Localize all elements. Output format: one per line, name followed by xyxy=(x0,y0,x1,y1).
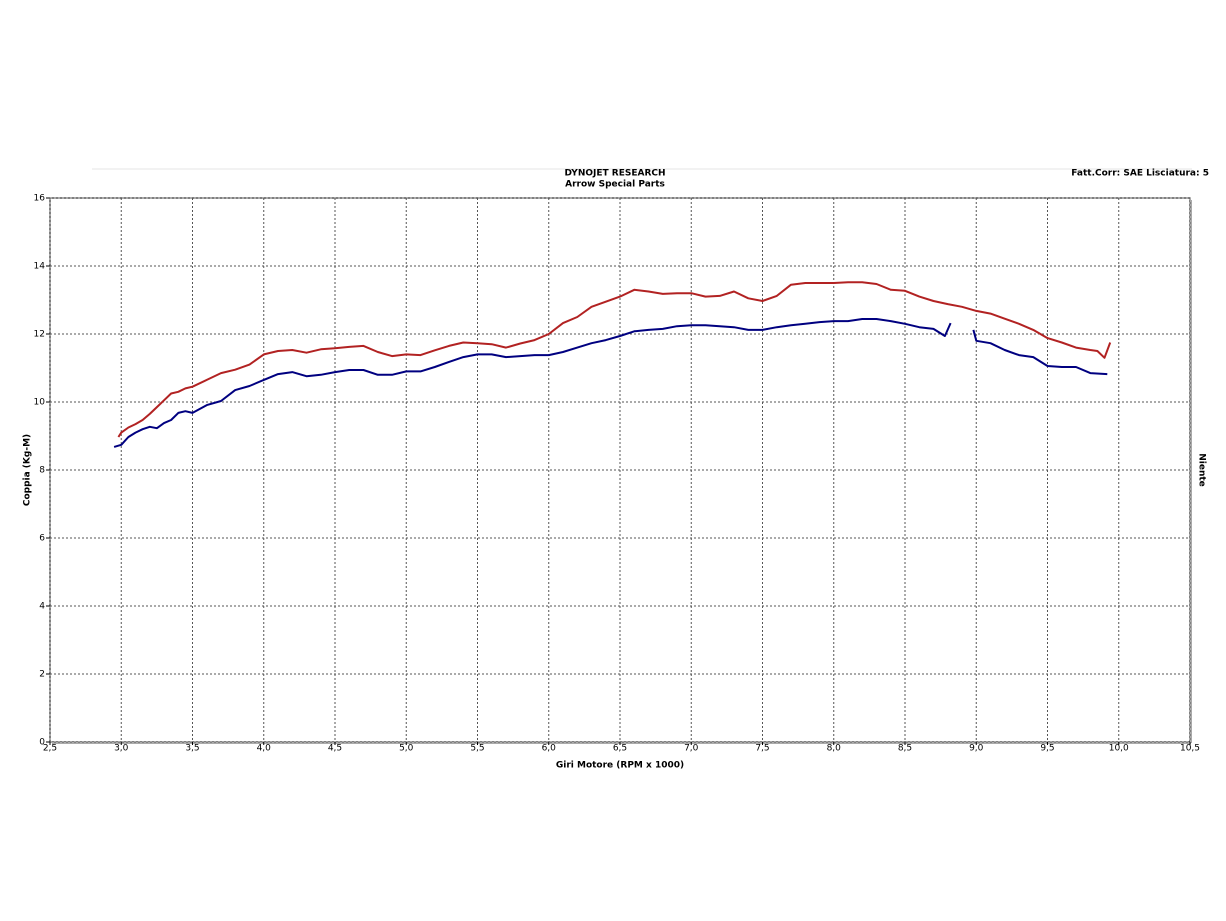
x-tick-label: 9,5 xyxy=(1040,744,1054,754)
series-line xyxy=(113,318,1108,448)
y-tick-label: 14 xyxy=(34,262,46,272)
x-tick-label: 6,0 xyxy=(542,744,557,754)
right-axis-title: Niente xyxy=(1197,453,1207,487)
x-tick-label: 6,5 xyxy=(613,744,627,754)
x-tick-label: 4,5 xyxy=(328,744,342,754)
y-tick-label: 0 xyxy=(39,738,45,748)
x-tick-label: 7,0 xyxy=(684,744,699,754)
y-tick-label: 8 xyxy=(39,466,45,476)
x-tick-label: 10,5 xyxy=(1180,744,1200,754)
series-line xyxy=(117,281,1112,438)
y-axis-title: Coppia (Kg-M) xyxy=(23,434,33,506)
y-tick-label: 12 xyxy=(34,330,45,340)
x-tick-label: 2,5 xyxy=(43,744,57,754)
chart-subtitle: Arrow Special Parts xyxy=(565,180,665,190)
y-tick-label: 4 xyxy=(39,602,45,612)
y-tick-label: 2 xyxy=(39,670,45,680)
chart-title: DYNOJET RESEARCH xyxy=(564,169,665,179)
x-tick-label: 7,5 xyxy=(755,744,769,754)
x-tick-label: 4,0 xyxy=(257,744,272,754)
x-tick-label: 9,0 xyxy=(969,744,984,754)
y-tick-label: 6 xyxy=(39,534,45,544)
x-tick-label: 5,0 xyxy=(399,744,414,754)
panel-edge xyxy=(92,168,1192,170)
x-tick-label: 5,5 xyxy=(470,744,484,754)
y-tick-label: 16 xyxy=(34,194,46,204)
x-axis-title: Giri Motore (RPM x 1000) xyxy=(556,761,684,771)
x-tick-label: 8,5 xyxy=(898,744,912,754)
y-tick-label: 10 xyxy=(34,398,46,408)
x-tick-label: 3,5 xyxy=(185,744,199,754)
x-tick-label: 8,0 xyxy=(827,744,842,754)
x-tick-label: 10,0 xyxy=(1109,744,1129,754)
x-tick-label: 3,0 xyxy=(114,744,129,754)
annotation: Fatt.Corr: SAE Lisciatura: 5 xyxy=(1071,169,1209,179)
